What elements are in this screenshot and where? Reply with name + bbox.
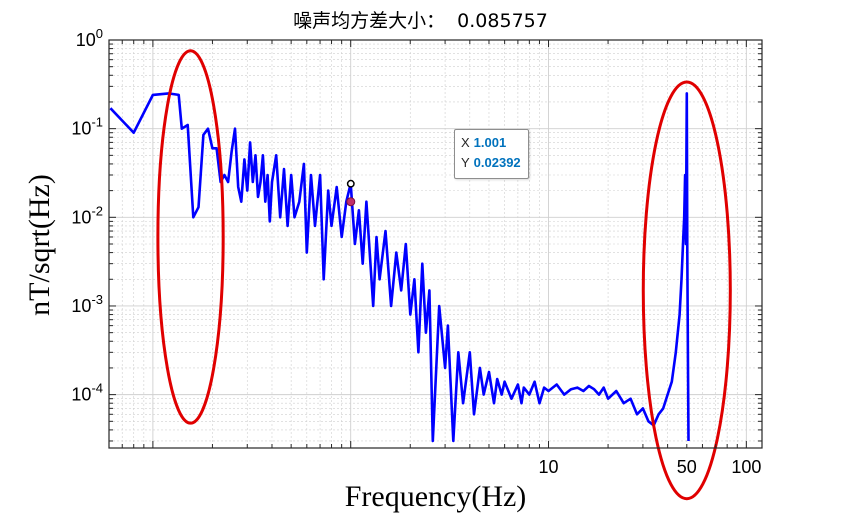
x-tick-label: 50 xyxy=(677,457,697,477)
grid xyxy=(108,39,762,448)
x-tick-label: 10 xyxy=(539,457,559,477)
y-tick-label: 100 xyxy=(76,26,103,50)
x-axis-label: Frequency(Hz) xyxy=(344,480,527,513)
y-tick-label: 10-1 xyxy=(71,115,103,139)
y-tick-label: 10-2 xyxy=(71,203,103,227)
y-axis-label: nT/sqrt(Hz) xyxy=(23,174,56,316)
annotation-layer xyxy=(156,49,732,501)
data-tip-y: Y 0.02392 xyxy=(461,155,521,170)
y-tick-label: 10-3 xyxy=(71,292,103,316)
data-tip-x: X 1.001 xyxy=(461,135,507,150)
chart-title-label: 噪声均方差大小： xyxy=(293,10,446,32)
chart-title: 噪声均方差大小： 0.085757 xyxy=(0,6,841,33)
data-marker-layer xyxy=(346,179,356,207)
data-tip-x-value: 1.001 xyxy=(473,135,507,150)
annotation-ellipse xyxy=(156,49,225,425)
data-tip[interactable]: X 1.001 Y 0.02392 xyxy=(454,129,529,179)
data-tip-y-value: 0.02392 xyxy=(473,155,521,170)
data-tip-point xyxy=(346,179,355,188)
annotation-ellipse xyxy=(641,80,732,501)
data-marker xyxy=(346,197,356,207)
series-layer xyxy=(109,92,690,443)
axes: 10 50 100 100 10-1 10-2 10-3 10-4 xyxy=(71,26,763,477)
y-tick-label: 10-4 xyxy=(71,381,103,405)
series-line xyxy=(109,92,690,443)
chart-title-value: 0.085757 xyxy=(457,10,548,32)
x-tick-label: 100 xyxy=(731,457,761,477)
plot-frame xyxy=(108,39,763,449)
